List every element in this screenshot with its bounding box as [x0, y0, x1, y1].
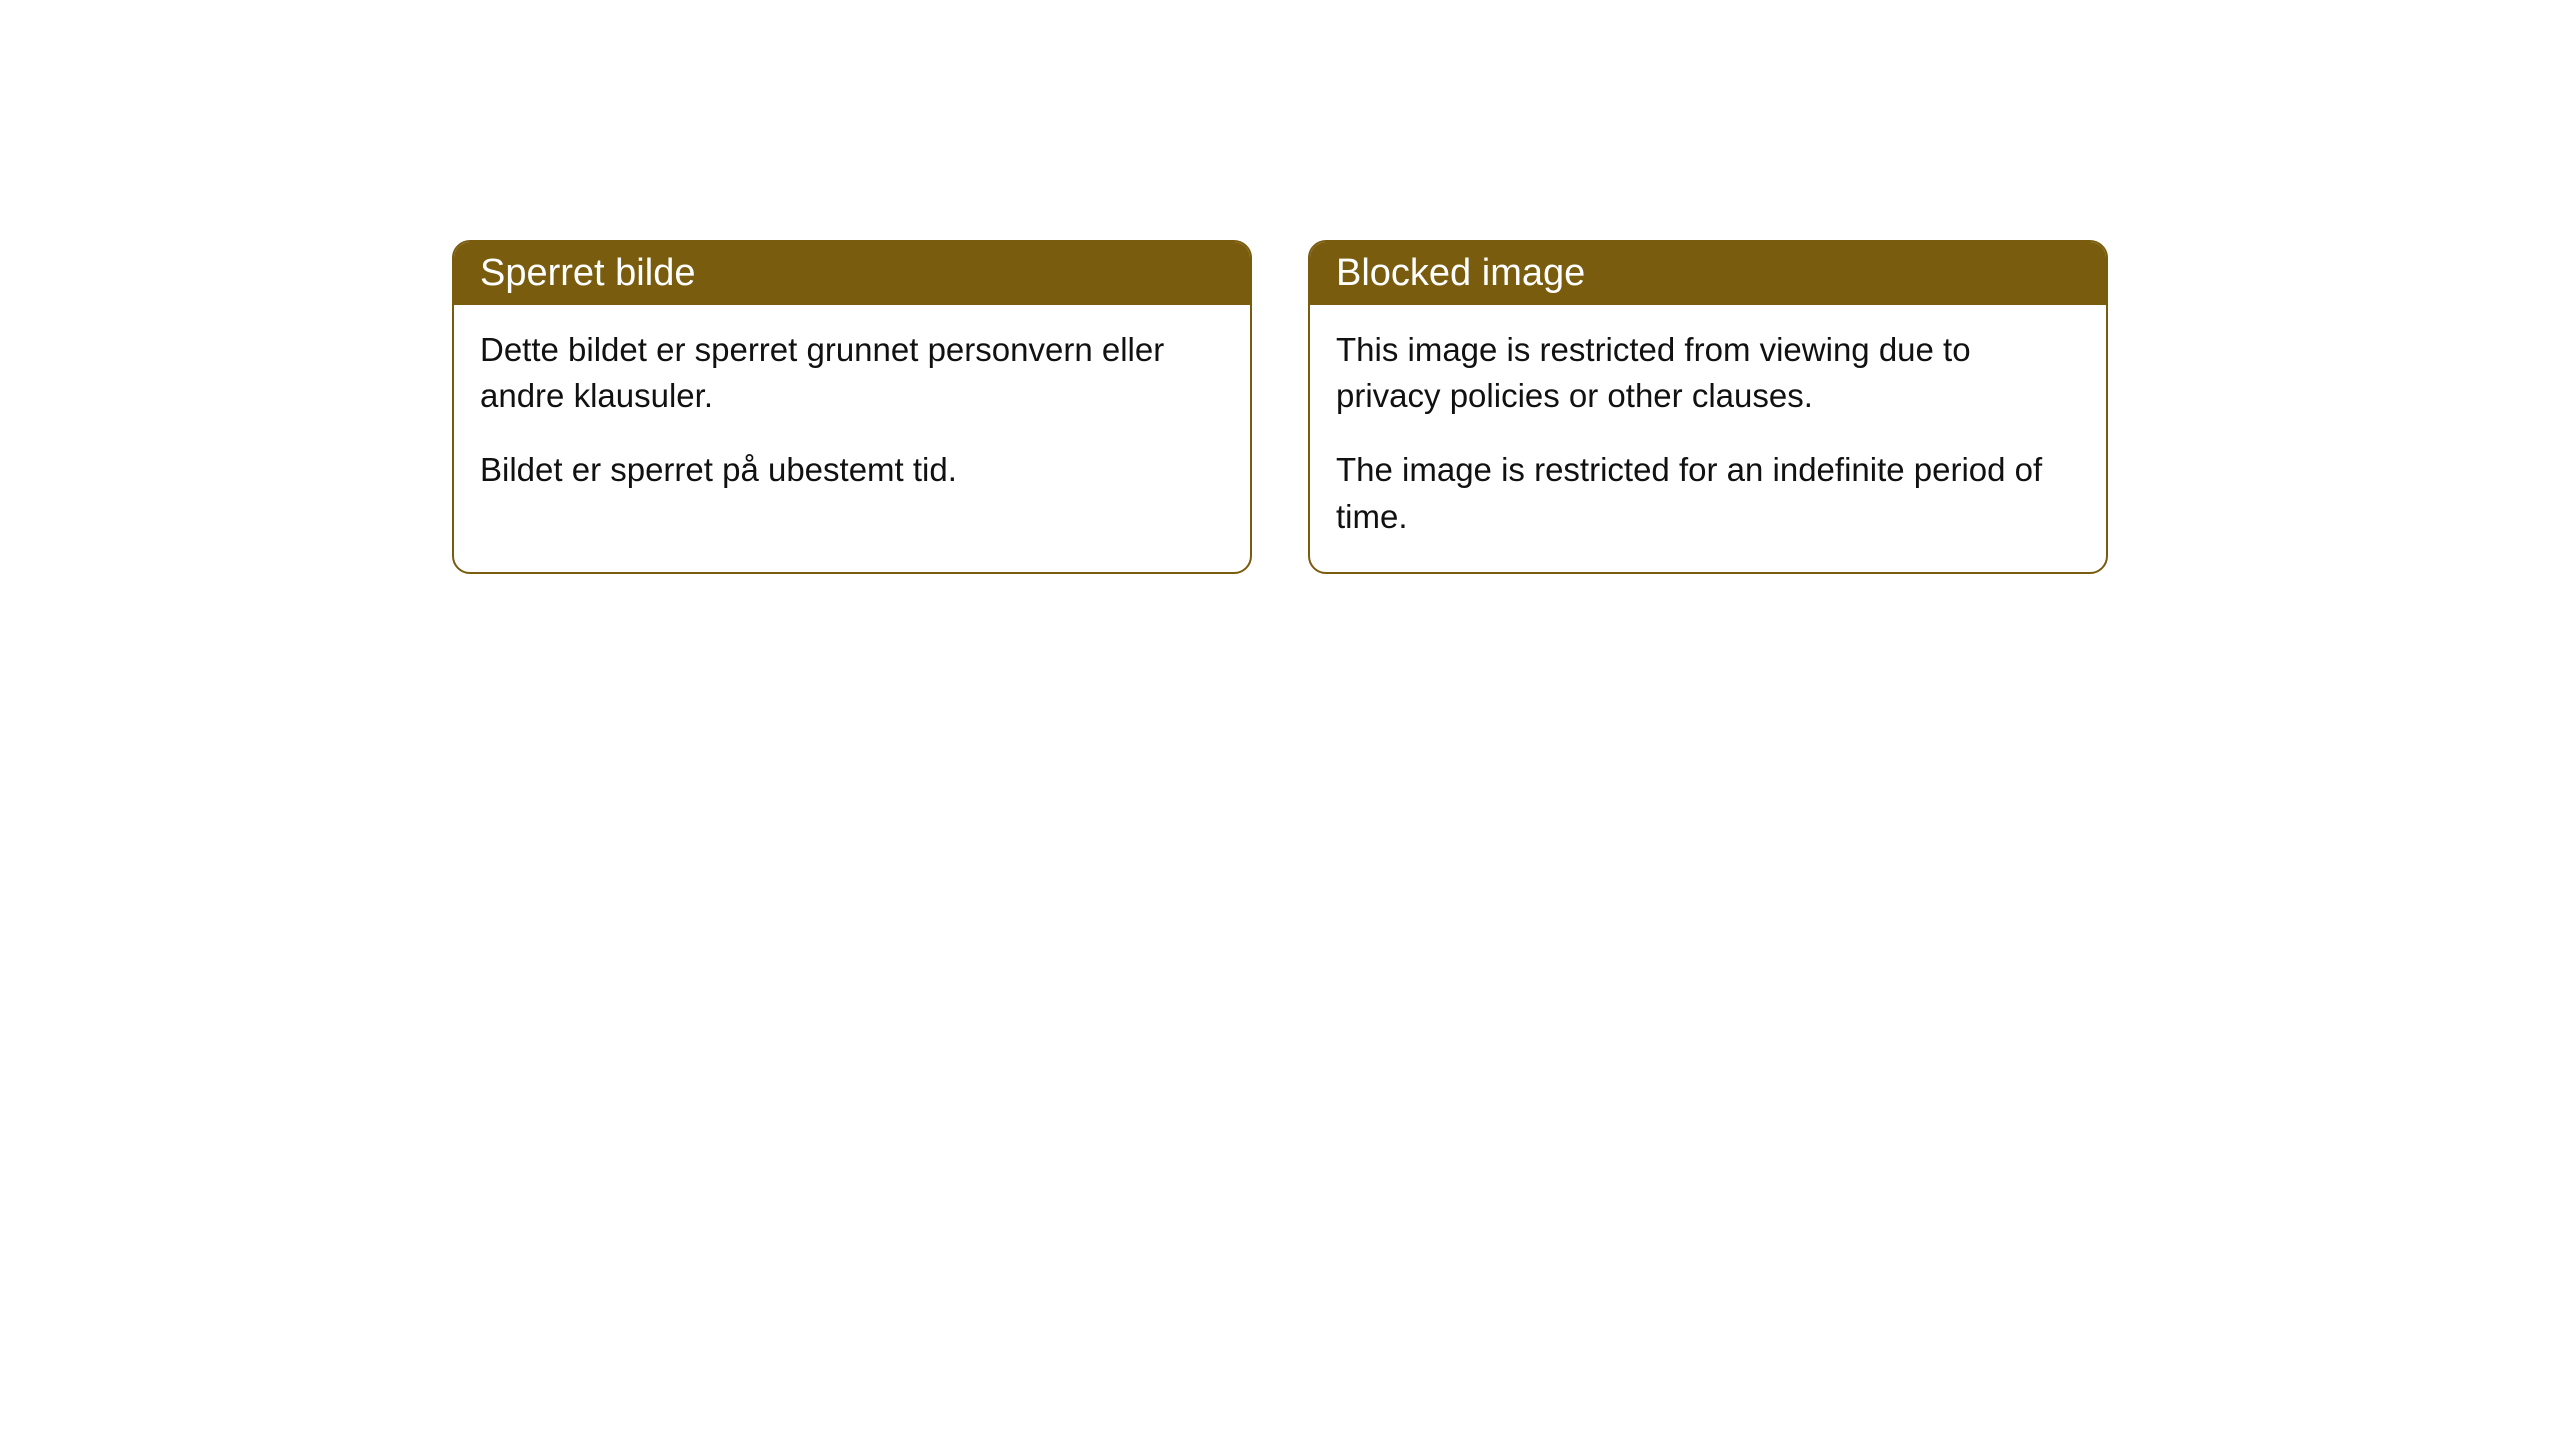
blocked-image-card-norwegian: Sperret bilde Dette bildet er sperret gr… [452, 240, 1252, 574]
card-header: Blocked image [1310, 242, 2106, 305]
card-title: Sperret bilde [480, 252, 695, 294]
card-body: This image is restricted from viewing du… [1310, 305, 2106, 572]
card-paragraph-1: This image is restricted from viewing du… [1336, 327, 2080, 419]
card-paragraph-1: Dette bildet er sperret grunnet personve… [480, 327, 1224, 419]
card-paragraph-2: Bildet er sperret på ubestemt tid. [480, 447, 1224, 493]
card-header: Sperret bilde [454, 242, 1250, 305]
notice-cards-container: Sperret bilde Dette bildet er sperret gr… [452, 240, 2560, 574]
card-paragraph-2: The image is restricted for an indefinit… [1336, 447, 2080, 539]
card-body: Dette bildet er sperret grunnet personve… [454, 305, 1250, 526]
card-title: Blocked image [1336, 252, 1585, 294]
blocked-image-card-english: Blocked image This image is restricted f… [1308, 240, 2108, 574]
